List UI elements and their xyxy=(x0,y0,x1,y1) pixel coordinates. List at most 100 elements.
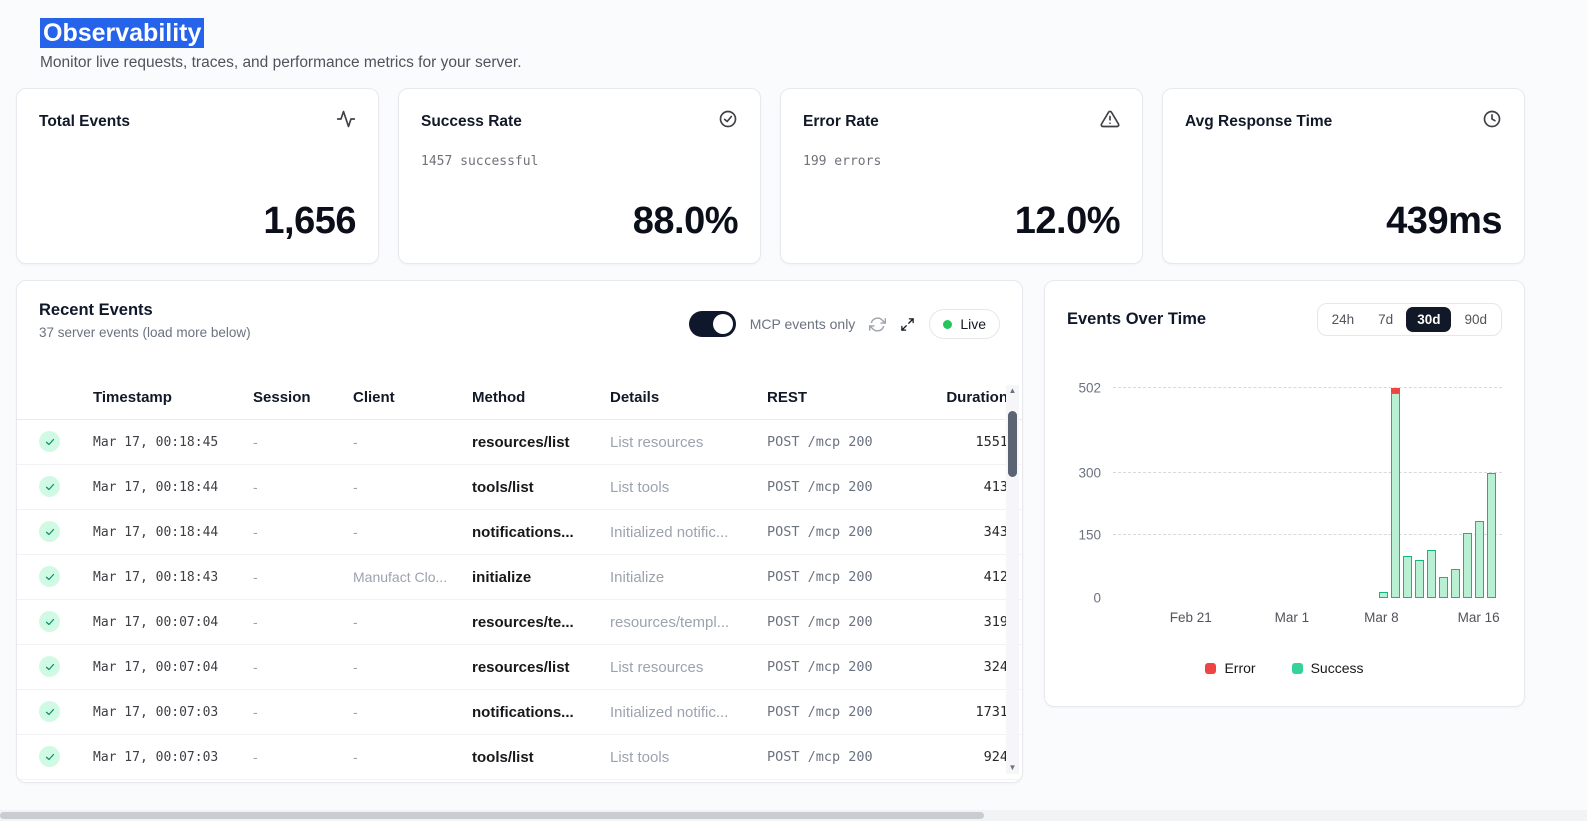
x-axis-tick-label: Mar 1 xyxy=(1274,610,1310,625)
scrollbar-thumb[interactable] xyxy=(1008,411,1017,477)
time-range-selector: 24h 7d 30d 90d xyxy=(1316,303,1502,336)
stat-card-top: Error Rate xyxy=(803,109,1120,134)
chart-bar-mar-8 xyxy=(1391,388,1400,598)
column-header-details: Details xyxy=(610,389,660,406)
column-header-method: Method xyxy=(472,389,526,406)
mcp-events-only-toggle[interactable] xyxy=(688,311,736,337)
chart-title: Events Over Time xyxy=(1067,310,1207,328)
chart-bar-mar-15 xyxy=(1475,521,1484,598)
duration-cell: 343 xyxy=(983,524,1008,540)
rest-cell: POST /mcp 200 xyxy=(767,614,873,630)
method-cell: initialize xyxy=(472,568,532,586)
events-over-time-card: Events Over Time 24h 7d 30d 90d 0 150 300 502 … xyxy=(1044,280,1525,707)
activity-icon xyxy=(336,109,356,134)
gridline xyxy=(1113,534,1502,535)
table-row[interactable]: Mar 17, 00:07:04 - - resources/te... resourc… xyxy=(17,600,1022,645)
method-cell: notifications... xyxy=(472,523,574,541)
check-circle-icon xyxy=(718,109,738,134)
stat-subtext xyxy=(39,154,356,170)
duration-cell: 324 xyxy=(983,659,1008,675)
stat-subtext xyxy=(1185,154,1502,170)
horizontal-scrollbar[interactable] xyxy=(0,810,1587,821)
success-segment xyxy=(1403,556,1412,598)
legend-label: Success xyxy=(1310,660,1364,676)
stat-value: 12.0% xyxy=(1014,200,1121,242)
stat-card-total-events: Total Events 1,656 xyxy=(16,88,379,264)
success-check-icon xyxy=(39,656,60,678)
range-button-24h[interactable]: 24h xyxy=(1321,307,1366,332)
scroll-up-arrow-icon[interactable]: ▲ xyxy=(1008,386,1017,395)
table-row[interactable]: Mar 17, 00:18:44 - - notifications... Initia… xyxy=(17,510,1022,555)
table-row[interactable]: Mar 17, 00:18:43 - Manufact Clo... initiali… xyxy=(17,555,1022,600)
rest-cell: POST /mcp 200 xyxy=(767,704,873,720)
stat-card-avg-response-time: Avg Response Time 439ms xyxy=(1162,88,1525,264)
client-cell: Manufact Clo... xyxy=(353,569,448,585)
column-header-session: Session xyxy=(253,389,311,406)
status-cell xyxy=(39,656,93,678)
expand-icon[interactable] xyxy=(900,317,915,332)
session-cell: - xyxy=(253,659,258,675)
status-cell xyxy=(39,521,93,543)
live-indicator: Live xyxy=(929,309,1000,339)
session-cell: - xyxy=(253,749,258,765)
recent-events-subtitle: 37 server events (load more below) xyxy=(39,325,251,340)
table-row[interactable]: Mar 17, 00:18:44 - - tools/list List tools PO… xyxy=(17,465,1022,510)
refresh-icon[interactable] xyxy=(869,316,887,333)
stat-label: Error Rate xyxy=(803,112,879,130)
details-cell: List tools xyxy=(610,478,670,496)
rest-cell: POST /mcp 200 xyxy=(767,479,873,495)
chart-x-axis: Feb 21 Mar 1 Mar 8 Mar 16 xyxy=(1113,610,1502,628)
stat-label: Avg Response Time xyxy=(1185,112,1333,130)
client-cell: - xyxy=(353,479,358,495)
y-axis-tick-label: 0 xyxy=(1093,590,1101,606)
legend-item-success: Success xyxy=(1291,660,1364,676)
chart-bar-mar-14 xyxy=(1463,533,1472,598)
x-axis-tick-label: Mar 8 xyxy=(1364,610,1399,625)
table-row[interactable]: Mar 17, 00:07:04 - - resources/list List res… xyxy=(17,645,1022,690)
bottom-row: Recent Events 37 server events (load mor… xyxy=(16,280,1525,783)
timestamp-cell: Mar 17, 00:18:44 xyxy=(93,524,219,540)
rest-cell: POST /mcp 200 xyxy=(767,749,873,765)
x-axis-tick-label: Mar 16 xyxy=(1457,610,1500,625)
session-cell: - xyxy=(253,524,258,540)
scroll-down-arrow-icon[interactable]: ▼ xyxy=(1008,763,1017,772)
recent-events-controls: MCP events only Live xyxy=(688,309,1000,339)
stats-row: Total Events 1,656 Success Rate 1457 succes… xyxy=(16,88,1525,264)
table-row[interactable]: Mar 17, 00:18:45 - - resources/list List res… xyxy=(17,420,1022,465)
success-segment xyxy=(1379,592,1388,598)
table-vertical-scrollbar[interactable]: ▲ ▼ xyxy=(1006,385,1019,774)
session-cell: - xyxy=(253,434,258,450)
success-check-icon xyxy=(39,431,60,453)
alert-triangle-icon xyxy=(1100,109,1120,134)
chart-bar-mar-9 xyxy=(1403,556,1412,598)
range-button-30d[interactable]: 30d xyxy=(1406,307,1452,332)
stat-card-success-rate: Success Rate 1457 successful 88.0% xyxy=(398,88,761,264)
details-cell: resources/templ... xyxy=(610,613,730,631)
clock-icon xyxy=(1482,109,1502,134)
table-row[interactable]: Mar 17, 00:07:03 - - notifications... Initia… xyxy=(17,690,1022,735)
range-button-7d[interactable]: 7d xyxy=(1367,307,1404,332)
client-cell: - xyxy=(353,659,358,675)
timestamp-cell: Mar 17, 00:07:04 xyxy=(93,614,219,630)
stat-label: Success Rate xyxy=(421,112,522,130)
status-cell xyxy=(39,566,93,588)
legend-item-error: Error xyxy=(1205,660,1256,676)
rest-cell: POST /mcp 200 xyxy=(767,569,873,585)
rest-cell: POST /mcp 200 xyxy=(767,434,873,450)
stat-value: 88.0% xyxy=(632,200,739,242)
column-header-rest: REST xyxy=(767,389,808,406)
page-subtitle: Monitor live requests, traces, and perfo… xyxy=(40,54,522,71)
client-cell: - xyxy=(353,749,358,765)
horizontal-scrollbar-thumb[interactable] xyxy=(0,812,984,819)
range-button-90d[interactable]: 90d xyxy=(1453,307,1498,332)
client-cell: - xyxy=(353,524,358,540)
live-label: Live xyxy=(960,316,986,332)
timestamp-cell: Mar 17, 00:18:43 xyxy=(93,569,219,585)
table-row[interactable]: Mar 17, 00:07:03 - - tools/list List tools PO… xyxy=(17,735,1022,780)
legend-label: Error xyxy=(1224,660,1256,676)
status-cell xyxy=(39,701,93,723)
success-segment xyxy=(1475,521,1484,598)
success-segment xyxy=(1391,393,1400,598)
method-cell: tools/list xyxy=(472,748,534,766)
success-check-icon xyxy=(39,566,60,588)
